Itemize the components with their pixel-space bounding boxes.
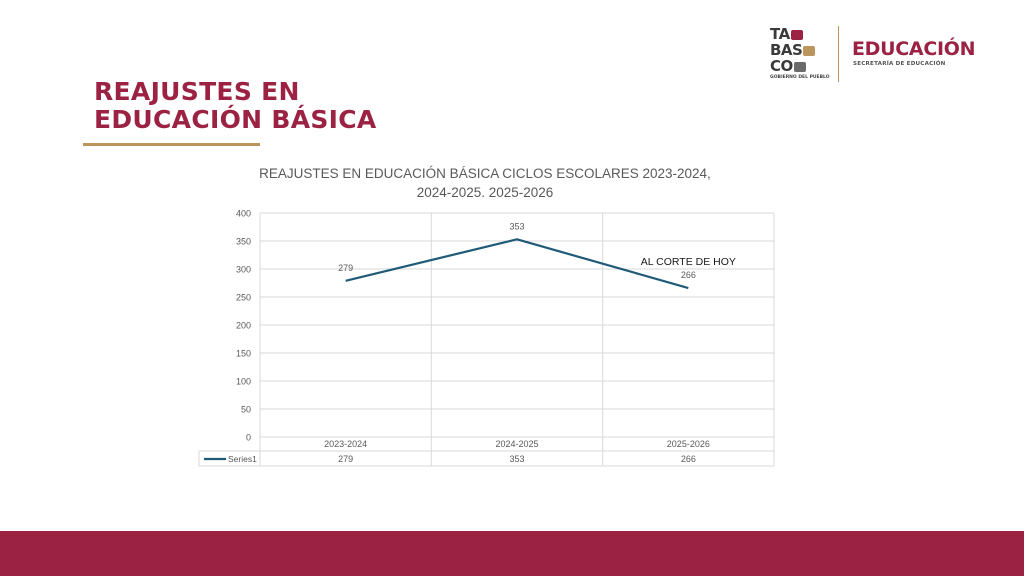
x-category-label: 2025-2026 — [667, 439, 710, 449]
x-category-label: 2024-2025 — [495, 439, 538, 449]
data-label: 279 — [338, 263, 353, 273]
slide-title-line-2: EDUCACIÓN BÁSICA — [94, 105, 377, 134]
tabasco-logo-subtitle: GOBIERNO DEL PUEBLO — [770, 75, 830, 80]
education-logo-subtitle: SECRETARÍA DE EDUCACIÓN — [853, 61, 946, 67]
chart-title: REAJUSTES EN EDUCACIÓN BÁSICA CICLOS ESC… — [230, 164, 740, 202]
y-tick-label: 350 — [236, 237, 251, 247]
slide-title-line-1: REAJUSTES EN — [94, 77, 300, 106]
tabasco-logo: TA BAS CO GOBIERNO DEL PUEBLO — [770, 25, 830, 80]
chart-title-line-1: REAJUSTES EN EDUCACIÓN BÁSICA CICLOS ESC… — [259, 166, 711, 181]
y-tick-label: 250 — [236, 293, 251, 303]
y-tick-label: 400 — [236, 209, 251, 219]
logo-glyph-icon — [793, 61, 806, 72]
y-tick-label: 0 — [246, 433, 251, 443]
data-table-value: 279 — [338, 454, 353, 464]
chart-title-line-2: 2024-2025. 2025-2026 — [416, 185, 554, 200]
data-label: 353 — [509, 221, 524, 231]
slide-title: REAJUSTES EN EDUCACIÓN BÁSICA — [94, 78, 377, 134]
series-line — [345, 238, 689, 290]
title-underline — [83, 143, 260, 146]
tabasco-logo-line-3: CO — [770, 57, 793, 75]
y-tick-label: 200 — [236, 321, 251, 331]
tabasco-logo-line-1: TA — [770, 25, 790, 43]
logo-glyph-icon — [803, 45, 816, 56]
header-logos: TA BAS CO GOBIERNO DEL PUEBLO EDUCACIÓN … — [766, 24, 986, 86]
footer-band — [0, 531, 1024, 576]
logo-glyph-icon — [790, 29, 803, 40]
logo-divider — [838, 26, 839, 82]
y-tick-label: 50 — [241, 405, 251, 415]
y-tick-label: 100 — [236, 377, 251, 387]
y-tick-label: 150 — [236, 349, 251, 359]
data-label: 266 — [681, 270, 696, 280]
y-tick-label: 300 — [236, 265, 251, 275]
education-logo-word: EDUCACIÓN — [852, 38, 976, 60]
tabasco-logo-line-2: BAS — [770, 41, 803, 59]
data-table-value: 353 — [509, 454, 524, 464]
chart-annotation: AL CORTE DE HOY — [641, 256, 736, 268]
data-table-value: 266 — [681, 454, 696, 464]
legend-series-name: Series1 — [228, 454, 257, 464]
x-category-label: 2023-2024 — [324, 439, 367, 449]
